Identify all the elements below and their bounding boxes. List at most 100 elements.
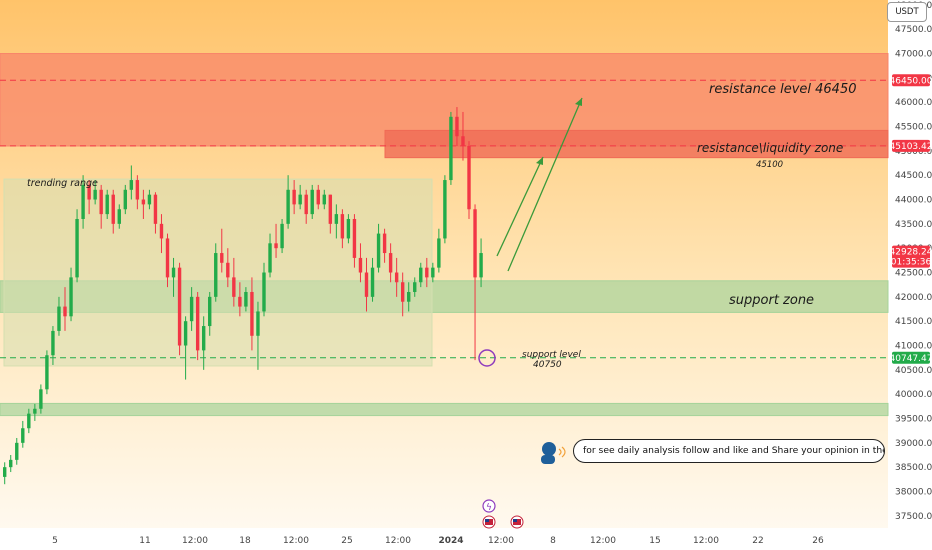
price-tag-3: 40747.47 (890, 351, 932, 364)
price-tick-label: 42000.00 (895, 293, 932, 303)
price-tick-label: 41500.00 (895, 317, 932, 327)
candle-54 (328, 194, 333, 224)
candle-19 (117, 209, 121, 224)
time-tick-label: 26 (812, 536, 824, 546)
candle-57 (346, 218, 351, 239)
price-tick-label: 43500.00 (895, 220, 932, 230)
candle-63 (382, 233, 387, 254)
price-tag-countdown: 01:35:36 (891, 258, 932, 268)
candle-6 (39, 389, 43, 409)
candle-15 (93, 189, 97, 200)
candle-22 (135, 180, 140, 200)
candle-47 (286, 189, 290, 224)
candle-10 (63, 306, 67, 317)
price-tag-value: 46450.00 (890, 76, 932, 86)
candle-14 (87, 184, 91, 200)
annotation-trending-range: trending range (27, 178, 98, 189)
candle-26 (159, 223, 164, 239)
projection-arrow-1 (496, 156, 544, 257)
time-tick-label: 18 (239, 536, 251, 546)
candle-75 (455, 116, 459, 137)
price-tick-label: 45500.00 (895, 123, 932, 133)
candle-56 (340, 214, 345, 239)
candle-8 (51, 330, 55, 356)
candle-13 (81, 184, 85, 219)
price-tick-label: 47000.00 (895, 50, 932, 60)
call-to-action-bubble: for see daily analysis follow and like a… (573, 439, 885, 463)
time-tick-label: 12:00 (182, 536, 208, 546)
candle-0 (3, 467, 7, 477)
candle-55 (334, 214, 339, 224)
candle-78 (473, 209, 477, 278)
candle-24 (147, 194, 152, 205)
candle-41 (250, 291, 254, 336)
annotation-resistance-level: resistance level 46450 (709, 82, 856, 97)
candle-1 (9, 459, 13, 468)
candle-34 (208, 296, 212, 327)
price-tag-bg (892, 351, 930, 364)
candle-45 (274, 243, 278, 249)
candle-74 (449, 116, 453, 181)
projection-arrow-2-head (575, 98, 582, 106)
candle-73 (443, 180, 447, 239)
candle-77 (467, 145, 471, 210)
price-tick-label: 38000.00 (895, 488, 932, 498)
candle-21 (129, 180, 134, 190)
time-tick-label: 2024 (438, 536, 463, 546)
candle-17 (105, 194, 109, 215)
candle-48 (292, 189, 296, 205)
candle-52 (316, 189, 320, 205)
price-axis[interactable]: 48000.0047500.0047000.0046500.0046000.00… (895, 1, 932, 522)
lightning-event-icon[interactable] (482, 499, 496, 513)
price-tag-bg (892, 245, 930, 268)
annotation-support-level-value: 40750 (533, 360, 562, 370)
time-tick-label: 22 (752, 536, 763, 546)
price-tag-value: 42928.24 (890, 248, 932, 258)
candle-37 (226, 262, 230, 278)
time-tick-label: 15 (649, 536, 660, 546)
time-axis[interactable]: 5 11 12:00 18 12:00 25 12:00 2024 12:00 8 12:00 15 1… (52, 536, 824, 546)
price-tick-label: 37500.00 (895, 512, 932, 522)
candle-layer (3, 107, 483, 485)
price-tick-label: 41000.00 (895, 342, 932, 352)
time-tick-label: 25 (341, 536, 352, 546)
candle-68 (413, 282, 417, 292)
candle-18 (111, 194, 115, 224)
lightning-glyph: ϟ (486, 503, 492, 513)
price-tick-label: 40000.00 (895, 390, 932, 400)
candle-2 (15, 442, 19, 460)
candle-25 (153, 194, 158, 224)
price-tick-label: 44500.00 (895, 171, 932, 181)
us-flag-canton-2 (513, 519, 517, 522)
currency-button[interactable]: USDT (887, 2, 927, 22)
speaker-icon (541, 442, 566, 464)
speaker-head (542, 442, 556, 456)
candle-49 (298, 194, 302, 205)
price-tag-bg (892, 74, 930, 87)
time-tick-label: 12:00 (590, 536, 616, 546)
candle-67 (407, 291, 411, 302)
candle-66 (400, 282, 405, 302)
candle-71 (431, 267, 435, 278)
candle-29 (177, 267, 182, 346)
arrow-layer (496, 97, 583, 272)
price-tick-label: 47500.00 (895, 25, 932, 35)
price-tick-label: 44000.00 (895, 196, 932, 206)
candle-72 (437, 238, 441, 268)
annotation-support-level: support level (522, 350, 581, 360)
candle-33 (201, 326, 206, 351)
event-markers: ϟ (482, 499, 524, 529)
candle-61 (370, 267, 375, 297)
candle-32 (195, 296, 200, 351)
time-tick-label: 5 (52, 536, 58, 546)
candle-76 (461, 136, 465, 146)
candle-60 (364, 272, 369, 297)
price-tick-label: 45000.00 (895, 147, 932, 157)
price-tag-value: 40747.47 (890, 354, 932, 364)
candle-43 (262, 272, 266, 312)
candle-16 (99, 189, 103, 215)
price-tick-label: 46000.00 (895, 98, 932, 108)
candle-39 (238, 296, 242, 307)
candle-30 (183, 321, 188, 346)
